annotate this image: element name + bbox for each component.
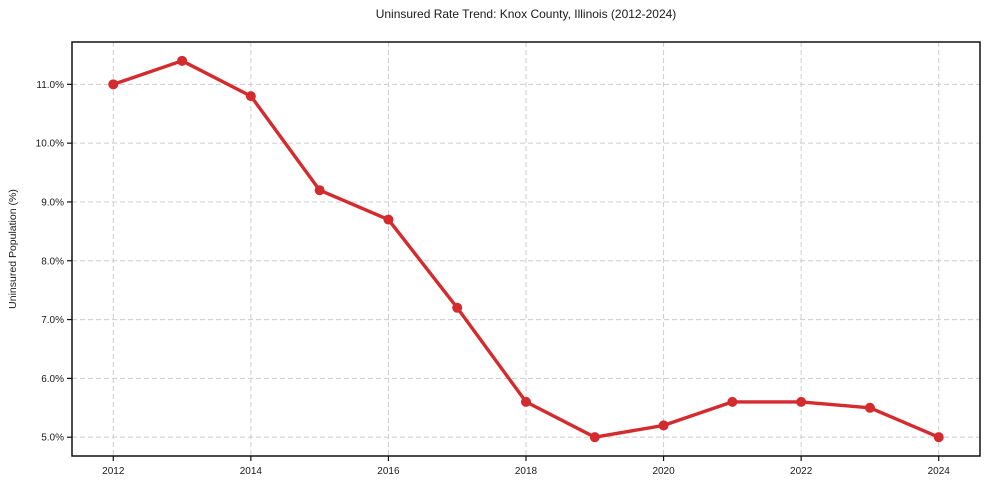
data-point-2023 xyxy=(864,402,875,413)
y-tick-label: 10.0% xyxy=(36,139,64,150)
chart-title: Uninsured Rate Trend: Knox County, Illin… xyxy=(375,7,677,21)
data-point-2020 xyxy=(658,420,669,431)
data-point-2018 xyxy=(521,396,531,407)
x-tick-label: 2012 xyxy=(102,466,125,477)
data-point-2014 xyxy=(245,91,256,102)
x-tick-label: 2018 xyxy=(515,466,538,477)
data-point-2022 xyxy=(796,396,807,407)
data-point-2015 xyxy=(314,185,325,196)
x-tick-label: 2016 xyxy=(377,466,400,477)
y-tick-label: 8.0% xyxy=(41,256,64,267)
x-tick-label: 2022 xyxy=(790,466,813,477)
y-tick-label: 7.0% xyxy=(41,315,64,326)
data-point-2017 xyxy=(452,302,463,313)
x-tick-label: 2020 xyxy=(652,466,675,477)
data-point-2013 xyxy=(177,55,188,66)
y-tick-label: 11.0% xyxy=(36,80,64,91)
y-tick-label: 5.0% xyxy=(41,433,64,444)
plot-border xyxy=(71,41,981,457)
data-point-2021 xyxy=(727,396,738,407)
data-point-2024 xyxy=(933,432,944,443)
y-tick-label: 6.0% xyxy=(41,374,64,385)
data-point-2019 xyxy=(589,432,600,443)
x-tick-label: 2014 xyxy=(240,466,263,477)
y-tick-label: 9.0% xyxy=(41,197,64,208)
data-point-2016 xyxy=(383,214,394,225)
data-point-2012 xyxy=(108,79,119,90)
x-tick-label: 2024 xyxy=(928,466,951,477)
